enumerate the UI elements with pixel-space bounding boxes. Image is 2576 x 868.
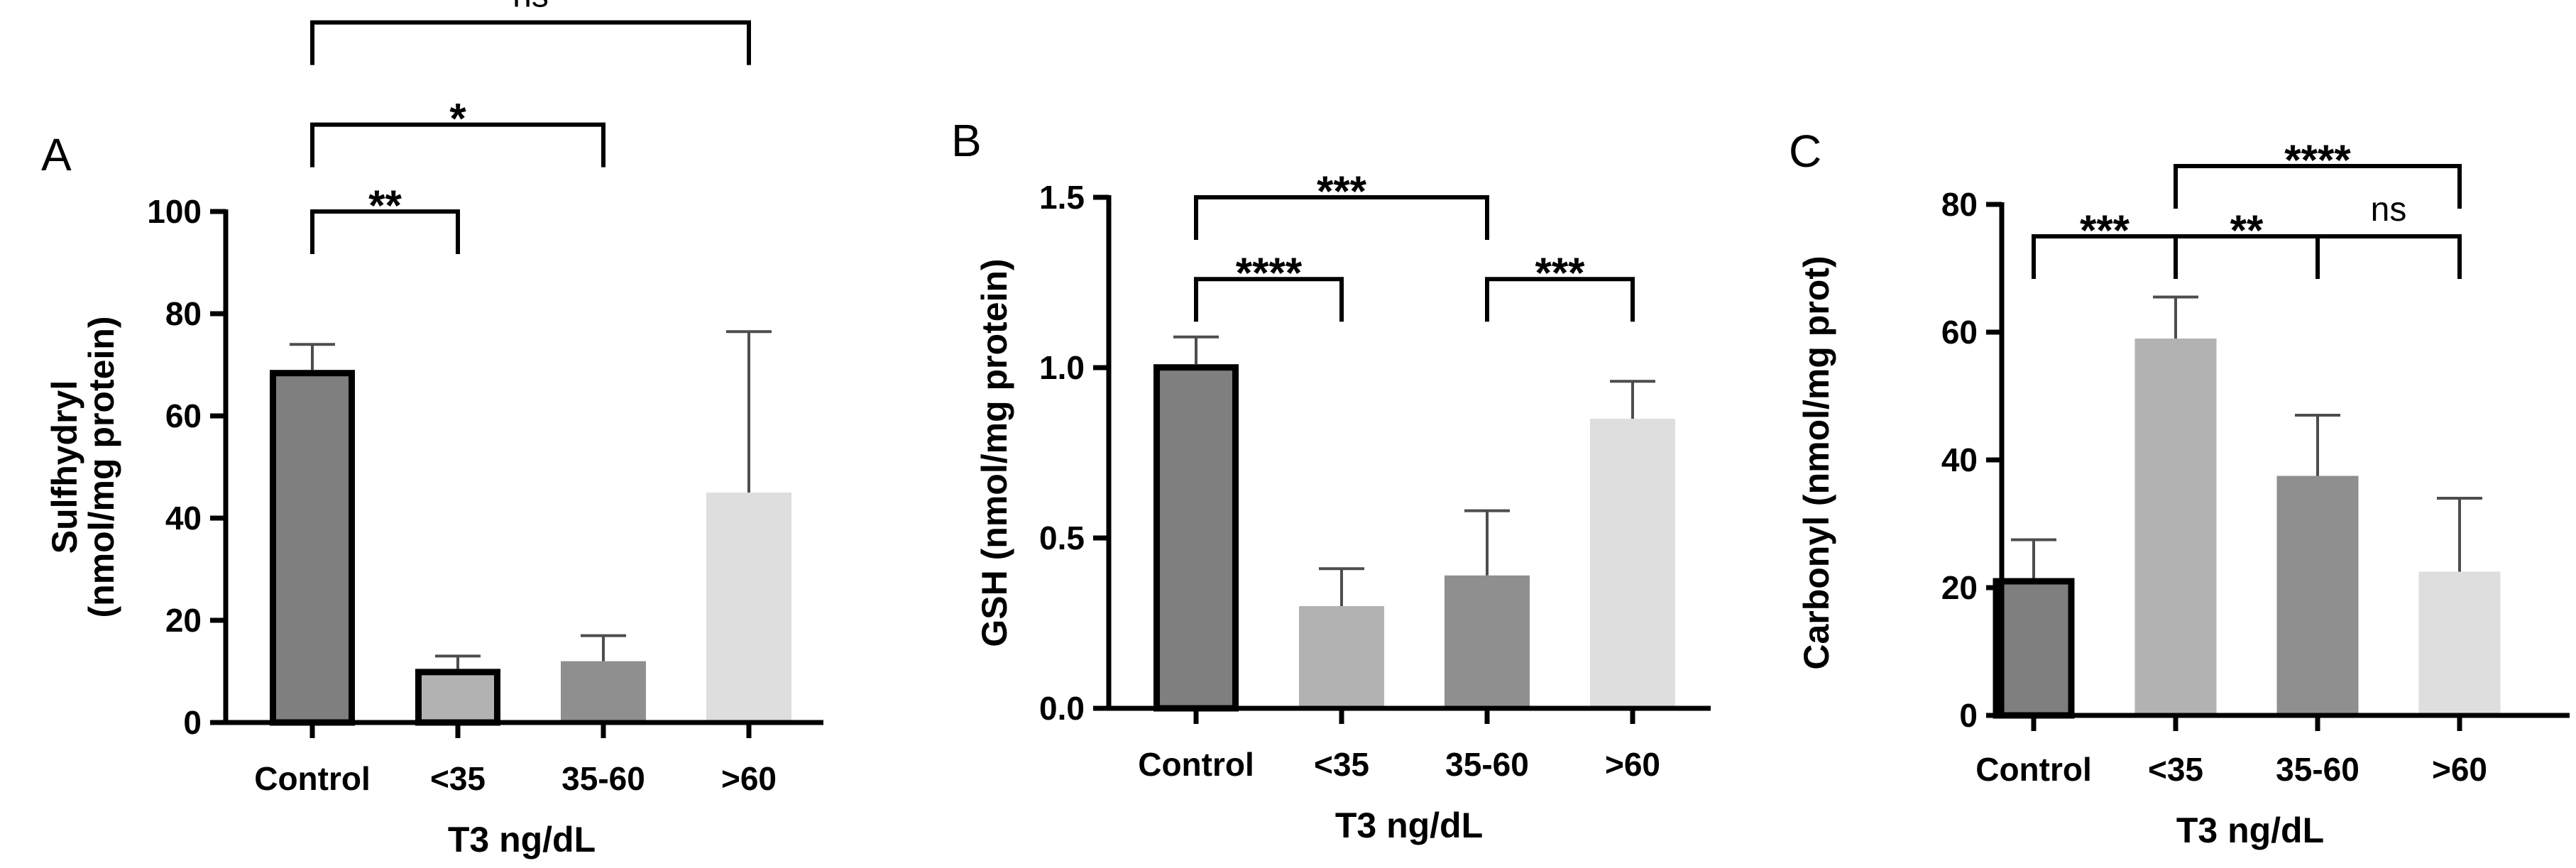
significance-bracket-2: ns (310, 0, 751, 65)
bar-0 (1153, 364, 1239, 712)
significance-bracket-1: * (310, 95, 605, 167)
significance-label: *** (1317, 167, 1367, 215)
significance-bracket-3: **** (2174, 136, 2462, 209)
significance-label: ** (368, 182, 402, 229)
significance-bracket-2: *** (1194, 167, 1489, 240)
x-tick-label: <35 (1314, 746, 1369, 783)
y-tick-label: 0.5 (1039, 520, 1085, 556)
bracket-line (310, 20, 751, 65)
bar-3 (1590, 419, 1675, 708)
panel-b: B GSH (nmol/mg protein) 0.0 0.5 1.0 1.5 Contro… (951, 115, 1711, 845)
bar-2 (561, 661, 646, 723)
y-tick-label: 20 (1941, 569, 1978, 606)
significance-label: ns (513, 0, 549, 15)
bracket-line (1194, 195, 1489, 240)
error-bar-2 (2295, 414, 2340, 476)
y-axis-title: (nmol/mg protein) (82, 317, 121, 618)
panel-letter: C (1789, 126, 1821, 177)
y-axis-title: GSH (nmol/mg protein) (975, 258, 1014, 647)
bracket-line (1194, 277, 1344, 322)
error-bar-2 (1464, 509, 1510, 576)
x-tick-label: 35-60 (561, 760, 645, 797)
x-tick-label: Control (1138, 746, 1254, 783)
y-tick-label: 80 (1941, 186, 1978, 223)
y-tick-label: 0 (183, 704, 202, 741)
error-bar-3 (1610, 380, 1655, 419)
x-tick-label: Control (254, 760, 371, 797)
panel-letter: A (41, 129, 72, 180)
y-axis-title: Sulfhydryl (45, 380, 84, 554)
bar-1 (415, 669, 500, 726)
error-bar-3 (2437, 497, 2482, 572)
bar-1 (1299, 606, 1384, 708)
significance-label: *** (2080, 207, 2130, 254)
bracket-line (2174, 164, 2462, 209)
panel-c: C Carbonyl (nmol/mg prot) 0 20 40 60 80 Control… (1789, 126, 2570, 850)
y-tick-label: 100 (147, 193, 202, 230)
error-bar-0 (1173, 335, 1219, 365)
bracket-line (1485, 277, 1635, 322)
y-tick-label: 1.0 (1039, 349, 1085, 386)
x-axis-title: T3 ng/dL (2176, 811, 2324, 850)
bar-2 (1445, 575, 1530, 708)
error-bar-0 (2011, 538, 2056, 578)
bracket-line (2315, 234, 2462, 279)
y-tick-label: 0 (1959, 697, 1978, 734)
y-tick-label: 40 (1941, 441, 1978, 478)
x-tick-label: >60 (2432, 751, 2487, 788)
significance-label: *** (1535, 249, 1585, 297)
panel-a: A Sulfhydryl(nmol/mg protein) 0 20 40 60 80 100… (41, 0, 823, 859)
error-bar-1 (2153, 295, 2198, 339)
bar-2 (2276, 476, 2359, 715)
significance-label: **** (2284, 136, 2351, 184)
significance-label: ns (2371, 191, 2407, 229)
panel-letter: B (951, 115, 982, 166)
x-tick-label: <35 (2148, 751, 2203, 788)
significance-bracket-0: **** (1194, 249, 1344, 322)
bracket-line (310, 122, 605, 167)
error-bar-3 (726, 330, 772, 493)
y-tick-label: 1.5 (1039, 179, 1085, 216)
significance-label: * (449, 95, 466, 143)
x-tick-label: 35-60 (1445, 746, 1529, 783)
x-tick-label: >60 (1605, 746, 1660, 783)
bar-0 (270, 370, 355, 726)
bracket-line (310, 209, 460, 254)
bar-0 (1993, 578, 2075, 719)
x-axis-title: T3 ng/dL (1335, 806, 1483, 845)
y-tick-label: 0.0 (1039, 690, 1085, 727)
x-tick-label: <35 (430, 760, 486, 797)
significance-bracket-0: *** (2032, 207, 2178, 279)
y-tick-label: 80 (165, 295, 202, 332)
error-bar-1 (1319, 567, 1364, 606)
significance-label: ** (2230, 207, 2264, 254)
x-axis-title: T3 ng/dL (448, 820, 596, 859)
error-bar-1 (435, 654, 481, 669)
x-tick-label: 35-60 (2276, 751, 2359, 788)
y-tick-label: 20 (165, 602, 202, 639)
x-tick-label: Control (1975, 751, 2092, 788)
significance-bracket-1: *** (1485, 249, 1635, 322)
y-axis-title: Carbonyl (nmol/mg prot) (1797, 256, 1836, 669)
significance-bracket-0: ** (310, 182, 460, 254)
bar-1 (2134, 339, 2217, 715)
bar-3 (2418, 571, 2501, 715)
significance-bracket-2: ns (2315, 191, 2462, 279)
x-tick-label: >60 (721, 760, 777, 797)
error-bar-0 (290, 343, 335, 370)
error-bar-2 (581, 634, 626, 661)
significance-label: **** (1236, 249, 1303, 297)
y-tick-label: 60 (165, 397, 202, 434)
y-tick-label: 60 (1941, 314, 1978, 351)
significance-bracket-1: ** (2174, 207, 2320, 279)
y-tick-label: 40 (165, 500, 202, 537)
bar-3 (706, 493, 791, 723)
